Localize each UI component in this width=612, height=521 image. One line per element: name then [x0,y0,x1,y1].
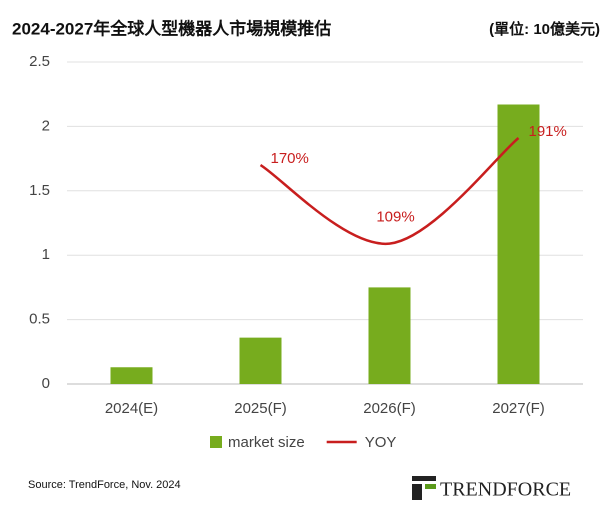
y-tick-label: 0.5 [29,311,50,328]
x-tick-label: 2025(F) [234,400,287,417]
y-tick-label: 1.5 [29,182,50,199]
line [259,137,520,245]
source: Source: TrendForce, Nov. 2024 [28,479,181,491]
bar [368,287,411,384]
logo-icon [412,476,436,481]
data-label: 109% [376,209,414,226]
data-label: 191% [529,123,567,140]
logo: TRENDFORCE [412,476,571,501]
x-tick-label: 2027(F) [492,400,545,417]
legend-swatch [210,436,222,448]
logo-text: TRENDFORCE [440,479,571,501]
x-tick-label: 2024(E) [105,400,158,417]
logo-icon [412,484,422,500]
legend-label: market size [228,434,305,451]
chart-subtitle: (單位: 10億美元) [489,20,600,38]
chart-title: 2024-2027年全球人型機器人市場規模推估 [12,18,331,38]
y-tick-label: 2 [42,117,50,134]
data-label: 170% [271,150,309,167]
bar [497,104,540,384]
bar [110,367,153,384]
y-tick-label: 1 [42,246,50,263]
logo-icon [425,484,436,489]
bar [239,337,282,384]
legend-label: YOY [365,434,397,451]
y-tick-label: 0 [42,375,50,392]
x-tick-label: 2026(F) [363,400,416,417]
y-tick-label: 2.5 [29,53,50,70]
